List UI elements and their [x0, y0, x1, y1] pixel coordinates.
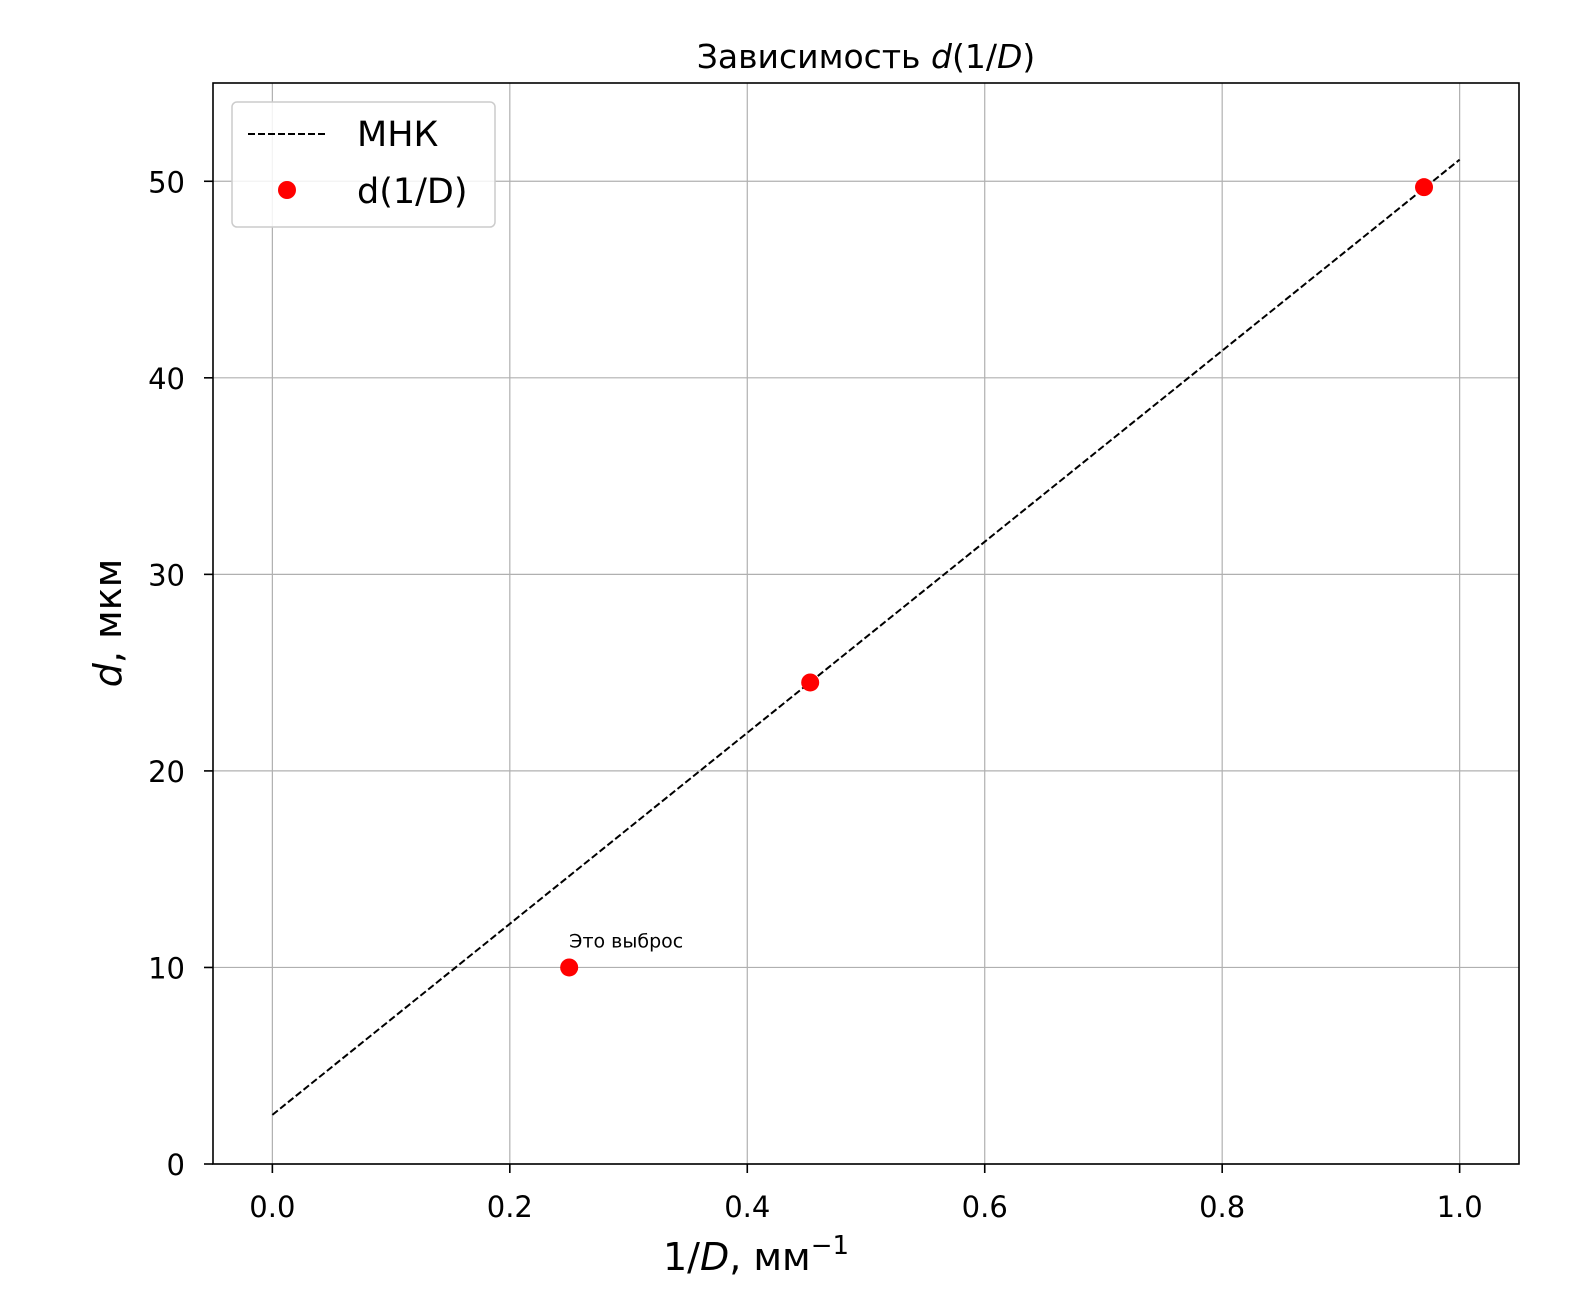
data-point [1415, 178, 1434, 197]
x-tick-label: 0.0 [249, 1190, 295, 1224]
x-tick-label: 0.8 [1199, 1190, 1245, 1224]
axis-ticks: 0.0 0.2 0.4 0.6 0.8 1.0 0 10 20 30 40 50 [148, 165, 1483, 1224]
y-axis-label: d, мкм [86, 559, 130, 688]
legend-label-fit: МНК [357, 115, 439, 155]
y-tick-label: 50 [148, 165, 185, 199]
fit-line [271, 158, 1461, 1116]
y-tick-label: 10 [148, 951, 185, 985]
x-tick-label: 0.4 [724, 1190, 770, 1224]
y-tick-label: 20 [148, 755, 185, 789]
x-tick-label: 1.0 [1437, 1190, 1483, 1224]
legend-box [231, 101, 496, 228]
x-tick-label: 0.2 [487, 1190, 533, 1224]
legend: МНК d(1/D) [231, 101, 496, 228]
grid [213, 83, 1519, 1165]
data-point [560, 958, 579, 977]
data-points-layer [560, 178, 1434, 977]
legend-marker-points [278, 181, 296, 199]
plot-frame [212, 82, 1520, 1165]
y-tick-label: 40 [148, 362, 185, 396]
legend-label-points: d(1/D) [357, 172, 468, 212]
x-tick-label: 0.6 [962, 1190, 1008, 1224]
y-tick-label: 0 [167, 1148, 185, 1182]
data-point [801, 673, 820, 692]
chart-title: Зависимость d(1/D) [697, 37, 1036, 76]
fit-line-layer [271, 158, 1461, 1116]
x-axis-label: 1/D, мм−1 [663, 1231, 849, 1279]
outlier-annotation: Это выброс [569, 930, 683, 952]
y-tick-label: 30 [148, 558, 185, 592]
